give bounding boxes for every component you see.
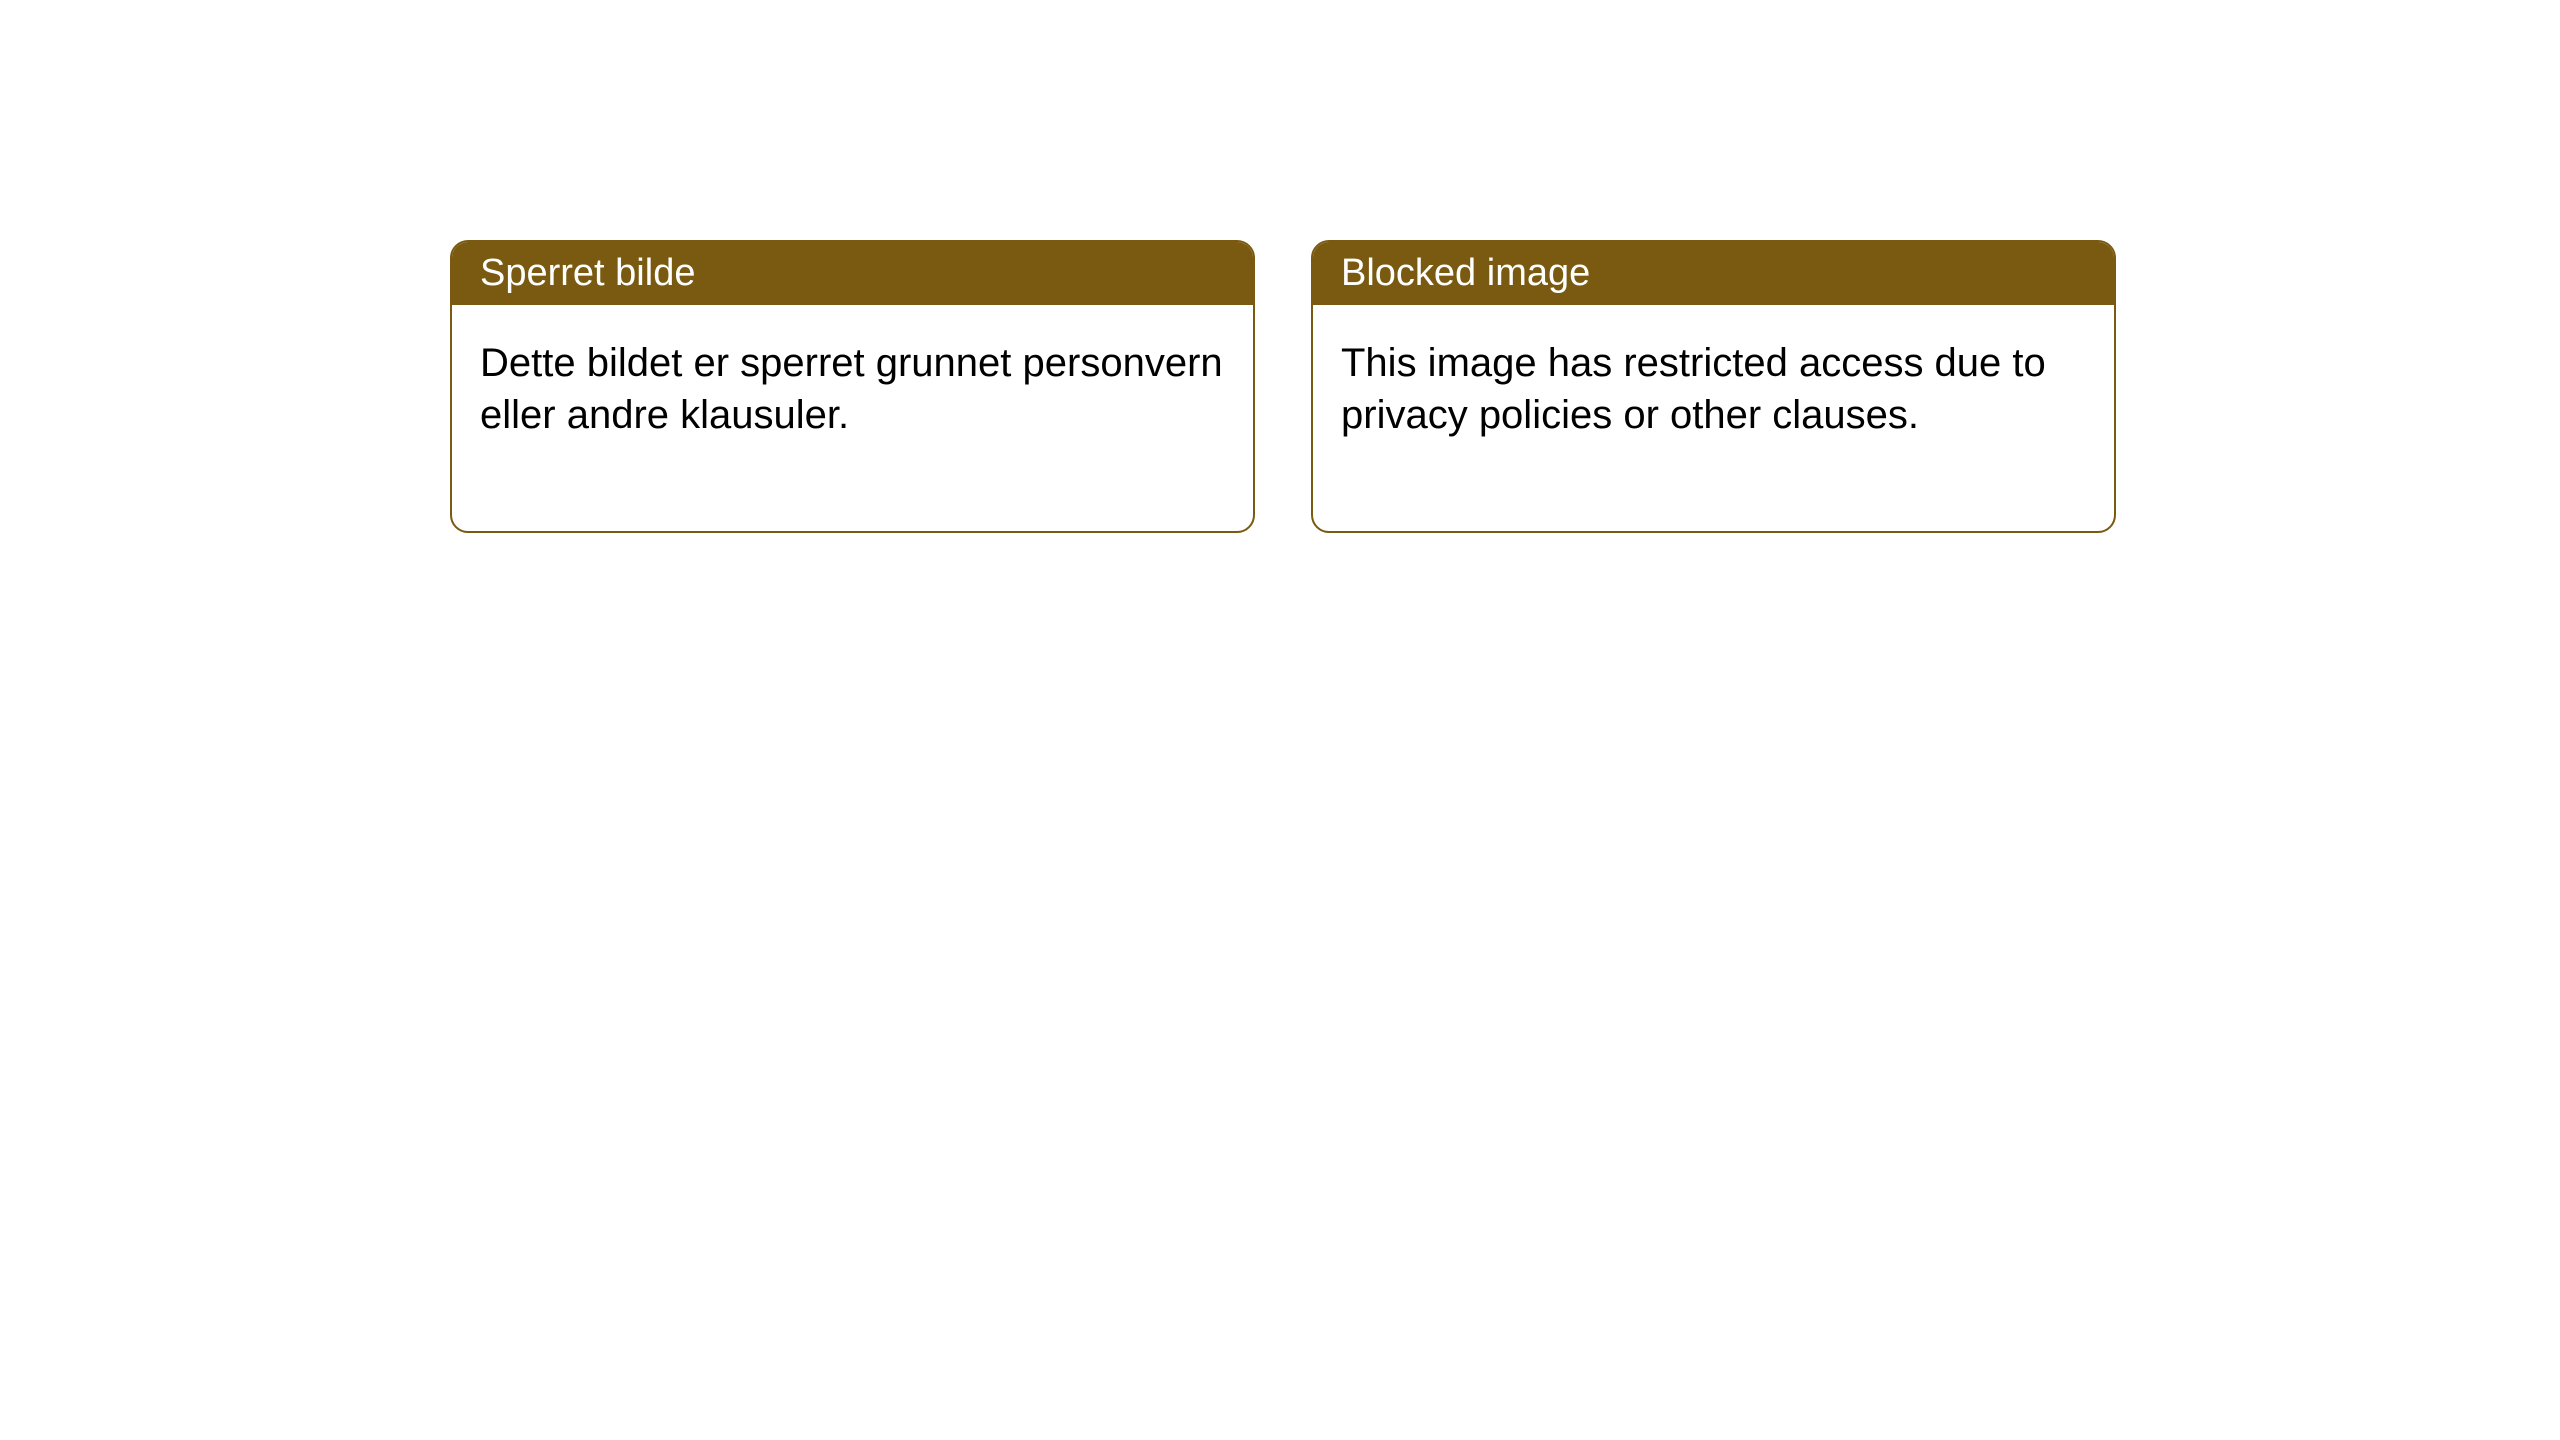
card-title: Sperret bilde	[452, 242, 1253, 305]
card-title: Blocked image	[1313, 242, 2114, 305]
blocked-image-card-no: Sperret bilde Dette bildet er sperret gr…	[450, 240, 1255, 533]
blocked-image-card-en: Blocked image This image has restricted …	[1311, 240, 2116, 533]
card-body: This image has restricted access due to …	[1313, 305, 2114, 531]
blocked-image-notices: Sperret bilde Dette bildet er sperret gr…	[450, 240, 2560, 533]
card-body: Dette bildet er sperret grunnet personve…	[452, 305, 1253, 531]
